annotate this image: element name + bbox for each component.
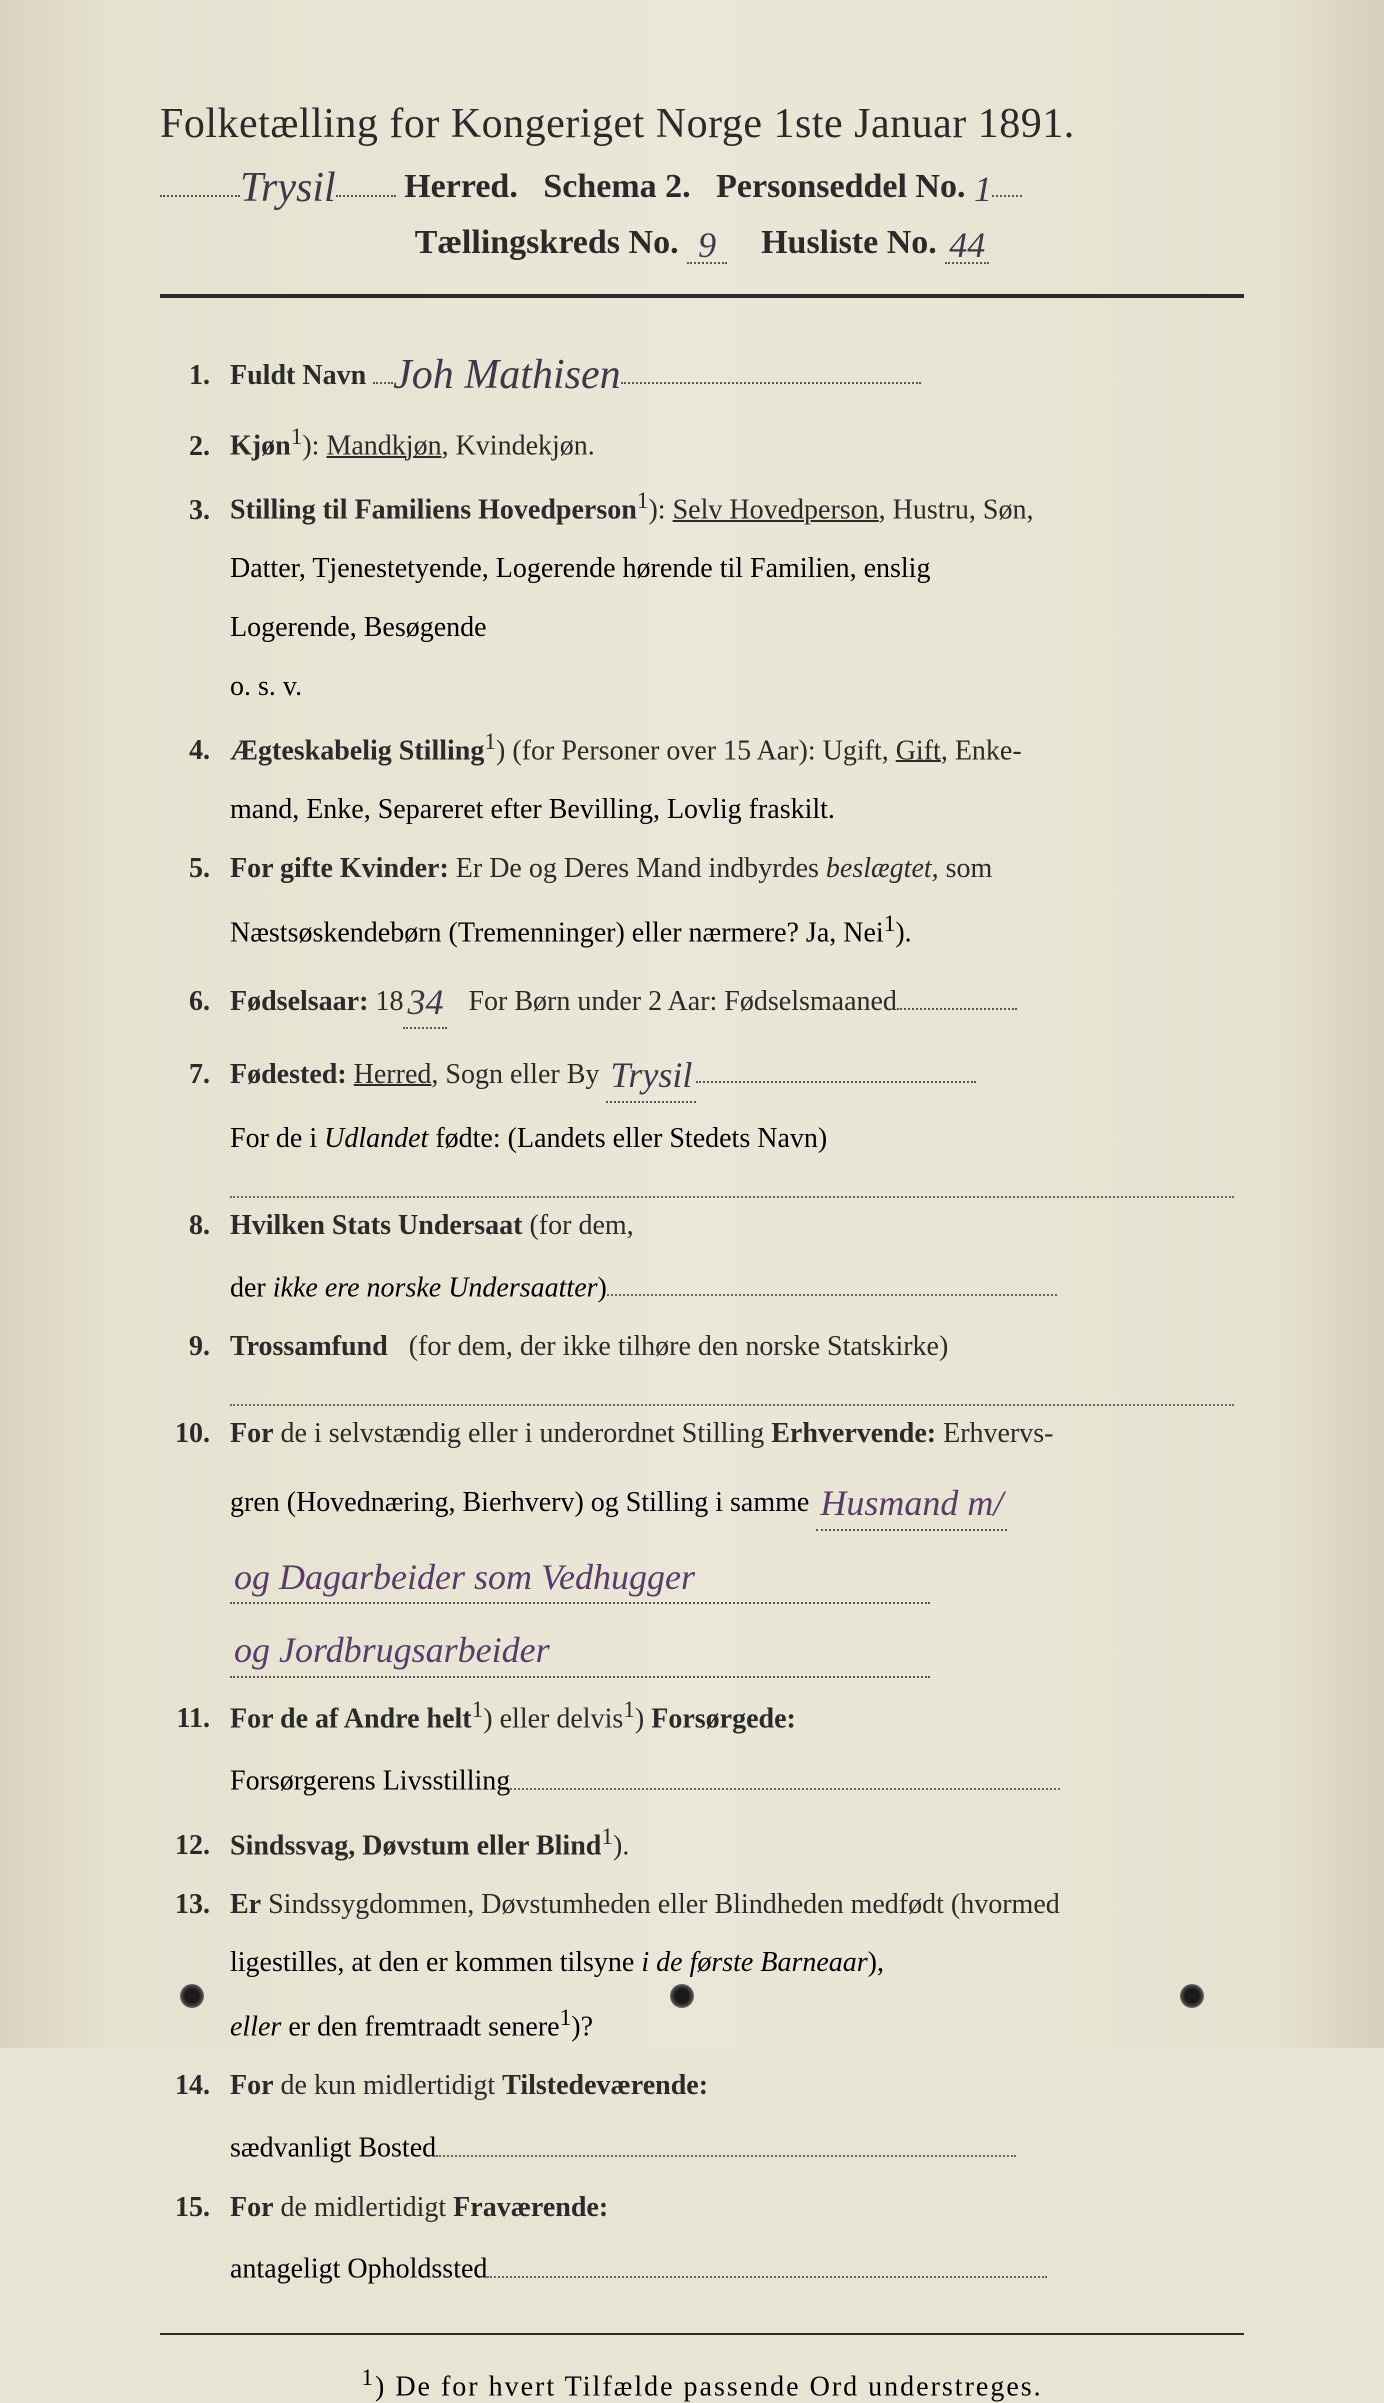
item-10: 10. For de i selvstændig eller i underor… [170,1412,1234,1457]
item-10-cont3: og Jordbrugsarbeider [170,1618,1234,1678]
item-7: 7. Fødested: Herred, Sogn eller By Trysi… [170,1043,1234,1103]
item-6: 6. Fødselsaar: 1834 For Børn under 2 Aar… [170,970,1234,1030]
item-4-cont: mand, Enke, Separeret efter Bevilling, L… [170,788,1234,833]
item-15-cont: antageligt Opholdssted [170,2244,1234,2292]
header-divider [160,294,1244,298]
occupation-1: Husmand m/ [820,1475,1003,1533]
census-form-page: Folketælling for Kongeriget Norge 1ste J… [0,0,1384,2048]
item-11: 11. For de af Andre helt1) eller delvis1… [170,1692,1234,1742]
herred-label: Herred. [404,168,518,205]
husliste-label: Husliste No. [761,224,937,261]
footnote: 1) De for hvert Tilfælde passende Ord un… [160,2365,1244,2403]
item-14: 14. For de kun midlertidigt Tilstedevære… [170,2064,1234,2109]
occupation-2: og Dagarbeider som Vedhugger [234,1549,695,1607]
birthplace-selected: Herred [354,1059,432,1090]
main-title: Folketælling for Kongeriget Norge 1ste J… [160,100,1244,148]
kreds-no: 9 [698,224,716,266]
item-9-blank [230,1384,1234,1406]
kreds-label: Tællingskreds No. [415,224,679,261]
punch-hole-left [180,1984,204,2008]
form-body: 1. Fuldt Navn Joh Mathisen 2. Kjøn1): Ma… [160,338,1244,2293]
footer-divider [160,2333,1244,2335]
item-13-cont2: eller er den fremtraadt senere1)? [170,2000,1234,2050]
item-2: 2. Kjøn1): Mandkjøn, Kvindekjøn. [170,419,1234,469]
item-5: 5. For gifte Kvinder: Er De og Deres Man… [170,847,1234,892]
item-3-cont1: Datter, Tjenestetyende, Logerende hørend… [170,547,1234,592]
item-8: 8. Hvilken Stats Undersaat (for dem, [170,1204,1234,1249]
item-3-cont2: Logerende, Besøgende [170,606,1234,651]
item-8-cont: der ikke ere norske Undersaatter) [170,1263,1234,1311]
item-3-cont3: o. s. v. [170,665,1234,710]
name-value: Joh Mathisen [393,342,620,409]
item-5-cont: Næstsøskendebørn (Tremenninger) eller næ… [170,906,1234,956]
punch-hole-center [670,1984,694,2008]
personseddel-no: 1 [974,168,992,210]
birthplace-value: Trysil [610,1047,692,1105]
kreds-line: Tællingskreds No. 9 Husliste No. 44 [160,220,1244,264]
item-13: 13. Er Sindssygdommen, Døvstumheden elle… [170,1883,1234,1928]
sex-selected: Mandkjøn [326,431,441,462]
item-1: 1. Fuldt Navn Joh Mathisen [170,338,1234,405]
occupation-3: og Jordbrugsarbeider [234,1622,550,1680]
item-10-cont2: og Dagarbeider som Vedhugger [170,1545,1234,1605]
husliste-no: 44 [949,224,985,266]
herred-value: Trysil [240,164,336,212]
item-13-cont1: ligestilles, at den er kommen tilsyne i … [170,1941,1234,1986]
item-14-cont: sædvanligt Bosted [170,2123,1234,2171]
schema-label: Schema 2. [543,168,690,205]
birth-year: 34 [407,974,443,1032]
item-9: 9. Trossamfund (for dem, der ikke tilhør… [170,1325,1234,1370]
form-header: Folketælling for Kongeriget Norge 1ste J… [160,100,1244,264]
item-10-cont1: gren (Hovednæring, Bierhverv) og Stillin… [170,1471,1234,1531]
item-11-cont: Forsørgerens Livsstilling [170,1756,1234,1804]
item-7-blank [230,1176,1234,1198]
item-12: 12. Sindssvag, Døvstum eller Blind1). [170,1819,1234,1869]
item-7-cont: For de i Udlandet fødte: (Landets eller … [170,1117,1234,1162]
item-3: 3. Stilling til Familiens Hovedperson1):… [170,483,1234,533]
item-4: 4. Ægteskabelig Stilling1) (for Personer… [170,724,1234,774]
item-15: 15. For de midlertidigt Fraværende: [170,2186,1234,2231]
punch-hole-right [1180,1984,1204,2008]
position-selected: Selv Hovedperson [673,495,879,526]
marital-selected: Gift [896,735,941,766]
personseddel-label: Personseddel No. [716,168,965,205]
herred-line: Trysil Herred. Schema 2. Personseddel No… [160,160,1244,208]
